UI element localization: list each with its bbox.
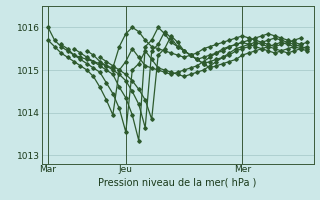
X-axis label: Pression niveau de la mer( hPa ): Pression niveau de la mer( hPa ) [99,177,257,187]
